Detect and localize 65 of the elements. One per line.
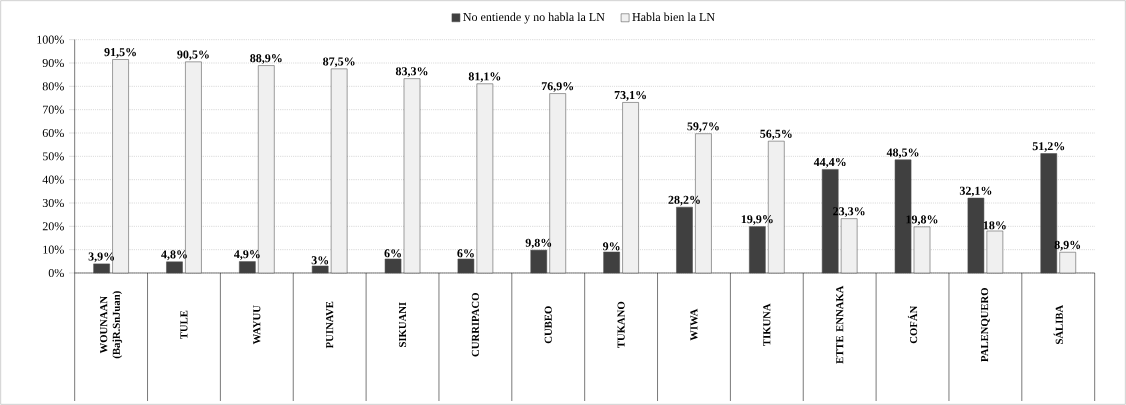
y-tick-label: 30% — [42, 198, 64, 208]
y-tick-label: 10% — [43, 245, 64, 254]
x-tick-label: PALENQUERO — [980, 288, 990, 362]
y-tick-label: 50% — [42, 152, 64, 161]
x-tick-label: PUINAVE — [326, 301, 334, 349]
data-label: 4,9% — [234, 250, 260, 260]
x-tick-label: ETTE ENNAKA — [836, 285, 844, 364]
x-tick-label: WAYUU — [253, 305, 261, 345]
bar — [93, 263, 110, 274]
bar — [603, 251, 620, 274]
data-label: 28,2% — [668, 195, 700, 206]
bar — [622, 102, 639, 274]
y-tick-label: 0% — [48, 268, 64, 278]
data-label: 73,1% — [614, 90, 646, 101]
data-label: 51,2% — [1032, 142, 1065, 152]
data-label: 3% — [311, 256, 329, 265]
data-label: 3,9% — [88, 252, 115, 263]
x-tick-label: COFÁN — [907, 305, 918, 344]
data-label: 4,8% — [161, 250, 187, 261]
data-label: 88,9% — [250, 54, 282, 64]
x-tick-label: TIKUNA — [763, 303, 771, 346]
bar — [530, 249, 548, 274]
y-tick-label: 40% — [42, 175, 64, 184]
data-label: 87,5% — [323, 57, 355, 68]
bar — [1059, 251, 1076, 274]
data-label: 6% — [384, 249, 401, 258]
data-label: 6% — [457, 249, 474, 258]
bar — [676, 206, 693, 274]
bar — [166, 261, 183, 274]
legend-label: No entiende y no habla la LN — [463, 12, 605, 24]
x-tick-label: SIKUANI — [398, 302, 407, 347]
data-label: 59,7% — [687, 122, 719, 133]
bar — [258, 65, 275, 274]
data-label: 76,9% — [541, 82, 574, 92]
data-label: 44,4% — [813, 157, 846, 168]
y-tick-label: 100% — [37, 35, 64, 44]
data-label: 32,1% — [959, 186, 992, 197]
x-tick-label: WIWA — [690, 308, 698, 341]
data-label: 48,5% — [886, 148, 919, 159]
y-tick-label: 70% — [43, 105, 64, 114]
y-tick-label: 80% — [42, 82, 64, 91]
bar — [112, 59, 129, 274]
legend-label: Habla bien la LN — [632, 12, 715, 22]
data-label: 81,1% — [468, 72, 501, 83]
data-label: 91,5% — [104, 48, 136, 58]
x-tick-label: CUBEO — [544, 306, 552, 344]
y-tick-label: 20% — [42, 222, 64, 231]
y-tick-label: 90% — [42, 58, 64, 68]
data-label: 9,8% — [525, 238, 552, 249]
bar — [185, 61, 202, 274]
x-tick-label: WOUNAAN (BajR.SnJuan) — [100, 291, 123, 359]
data-label: 9% — [602, 242, 620, 251]
bar — [239, 261, 256, 274]
x-tick-label: SÁLIBA — [1053, 304, 1063, 345]
bar — [549, 93, 566, 274]
data-label: 19,9% — [741, 215, 773, 225]
y-tick-label: 60% — [42, 128, 64, 138]
x-tick-label: CURRIPACO — [471, 293, 479, 357]
bar — [749, 226, 766, 274]
data-label: 56,5% — [760, 129, 792, 140]
x-tick-label: TUKANO — [617, 301, 625, 348]
data-label: 83,3% — [395, 67, 428, 78]
data-label: 90,5% — [177, 50, 209, 61]
x-tick-label: TULE — [180, 310, 188, 340]
data-label: 18% — [983, 221, 1006, 230]
